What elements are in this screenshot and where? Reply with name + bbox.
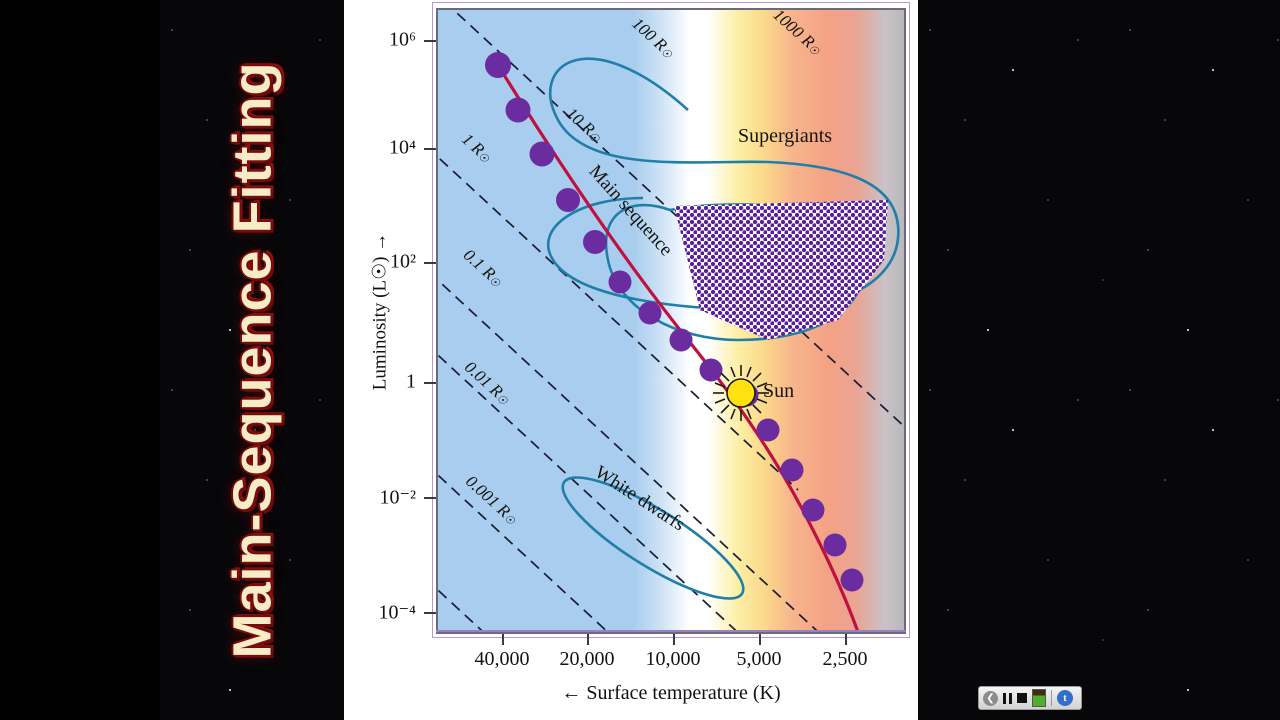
data-point <box>638 301 662 325</box>
y-tick-label-1e-2: 10⁻² <box>379 486 416 509</box>
data-point <box>669 328 693 352</box>
radius-line-1 <box>438 353 737 630</box>
data-point <box>699 358 723 382</box>
x-tick-label-2500: 2,500 <box>822 648 868 670</box>
data-point <box>840 568 864 592</box>
x-axis-line <box>436 632 906 634</box>
x-tick-label-40000: 40,000 <box>474 648 530 670</box>
y-tick-label-1e6: 10⁶ <box>389 28 416 51</box>
x-axis-title: ← Surface temperature (K) <box>561 682 781 704</box>
starfield-title-panel <box>160 0 345 720</box>
y-tick-1e-4 <box>424 612 437 614</box>
data-point <box>756 418 780 442</box>
x-tick-5000 <box>759 634 761 645</box>
starfield-backdrop-right <box>918 0 1280 720</box>
data-point <box>583 230 607 254</box>
supergiants-region-outline <box>546 57 900 312</box>
y-tick-label-1e4: 10⁴ <box>389 136 416 159</box>
radius-line-1000 <box>452 10 904 428</box>
plot-bottom-rule <box>436 630 906 632</box>
y-tick-1e4 <box>424 148 437 150</box>
y-axis-title: Luminosity (L☉) → <box>369 232 391 391</box>
data-point <box>780 458 804 482</box>
giants-hatch-overlay <box>674 200 888 340</box>
data-point <box>505 97 531 123</box>
app-logo-button[interactable]: t <box>1057 690 1073 706</box>
pause-icon <box>1009 692 1012 704</box>
data-point <box>801 498 825 522</box>
x-tick-2500 <box>845 634 847 645</box>
hr-diagram-plot: 1000 R☉ 100 R☉ 10 R☉ 1 R☉ 0.1 R☉ 0.01 R☉… <box>436 8 906 630</box>
sun-icon <box>713 365 769 421</box>
y-tick-1e6 <box>424 40 437 42</box>
x-tick-10000 <box>673 634 675 645</box>
x-tick-label-20000: 20,000 <box>559 648 615 670</box>
stop-button[interactable] <box>1017 693 1027 703</box>
app-logo-icon: t <box>1057 690 1073 706</box>
starfield-backdrop-left <box>0 0 160 720</box>
volume-icon <box>1032 689 1046 707</box>
y-tick-label-1e-4: 10⁻⁴ <box>378 601 416 624</box>
radius-line-100 <box>438 156 799 491</box>
y-tick-1e2 <box>424 262 437 264</box>
hr-diagram-svg <box>438 10 904 630</box>
data-point <box>556 188 580 212</box>
x-tick-20000 <box>587 634 589 645</box>
data-point <box>529 141 555 167</box>
y-tick-label-1: 1 <box>406 370 416 393</box>
x-tick-label-10000: 10,000 <box>645 648 701 670</box>
stop-icon <box>1017 693 1027 703</box>
main-sequence-data-points <box>485 52 864 592</box>
data-point <box>485 52 511 78</box>
radius-lines-group <box>438 10 904 630</box>
data-point <box>608 270 632 294</box>
y-tick-1e-2 <box>424 497 437 499</box>
previous-slide-button[interactable]: ❮ <box>983 690 998 706</box>
x-tick-label-5000: 5,000 <box>736 648 782 670</box>
back-arrow-icon: ❮ <box>983 690 998 706</box>
radius-line-10 <box>438 279 818 630</box>
toolbar-divider <box>1051 690 1052 706</box>
data-point <box>823 533 847 557</box>
slide-page: Luminosity (L☉) → 10⁶ 10⁴ 10² 1 10⁻² 10⁻… <box>344 0 918 720</box>
volume-button[interactable] <box>1032 689 1046 707</box>
y-tick-1 <box>424 382 437 384</box>
white-dwarfs-region-outline <box>561 476 745 600</box>
x-tick-40000 <box>502 634 504 645</box>
media-control-bar[interactable]: ❮ t <box>978 686 1082 710</box>
pause-button[interactable] <box>1003 692 1012 704</box>
y-tick-label-1e2: 10² <box>390 250 416 273</box>
pause-icon <box>1003 692 1006 704</box>
